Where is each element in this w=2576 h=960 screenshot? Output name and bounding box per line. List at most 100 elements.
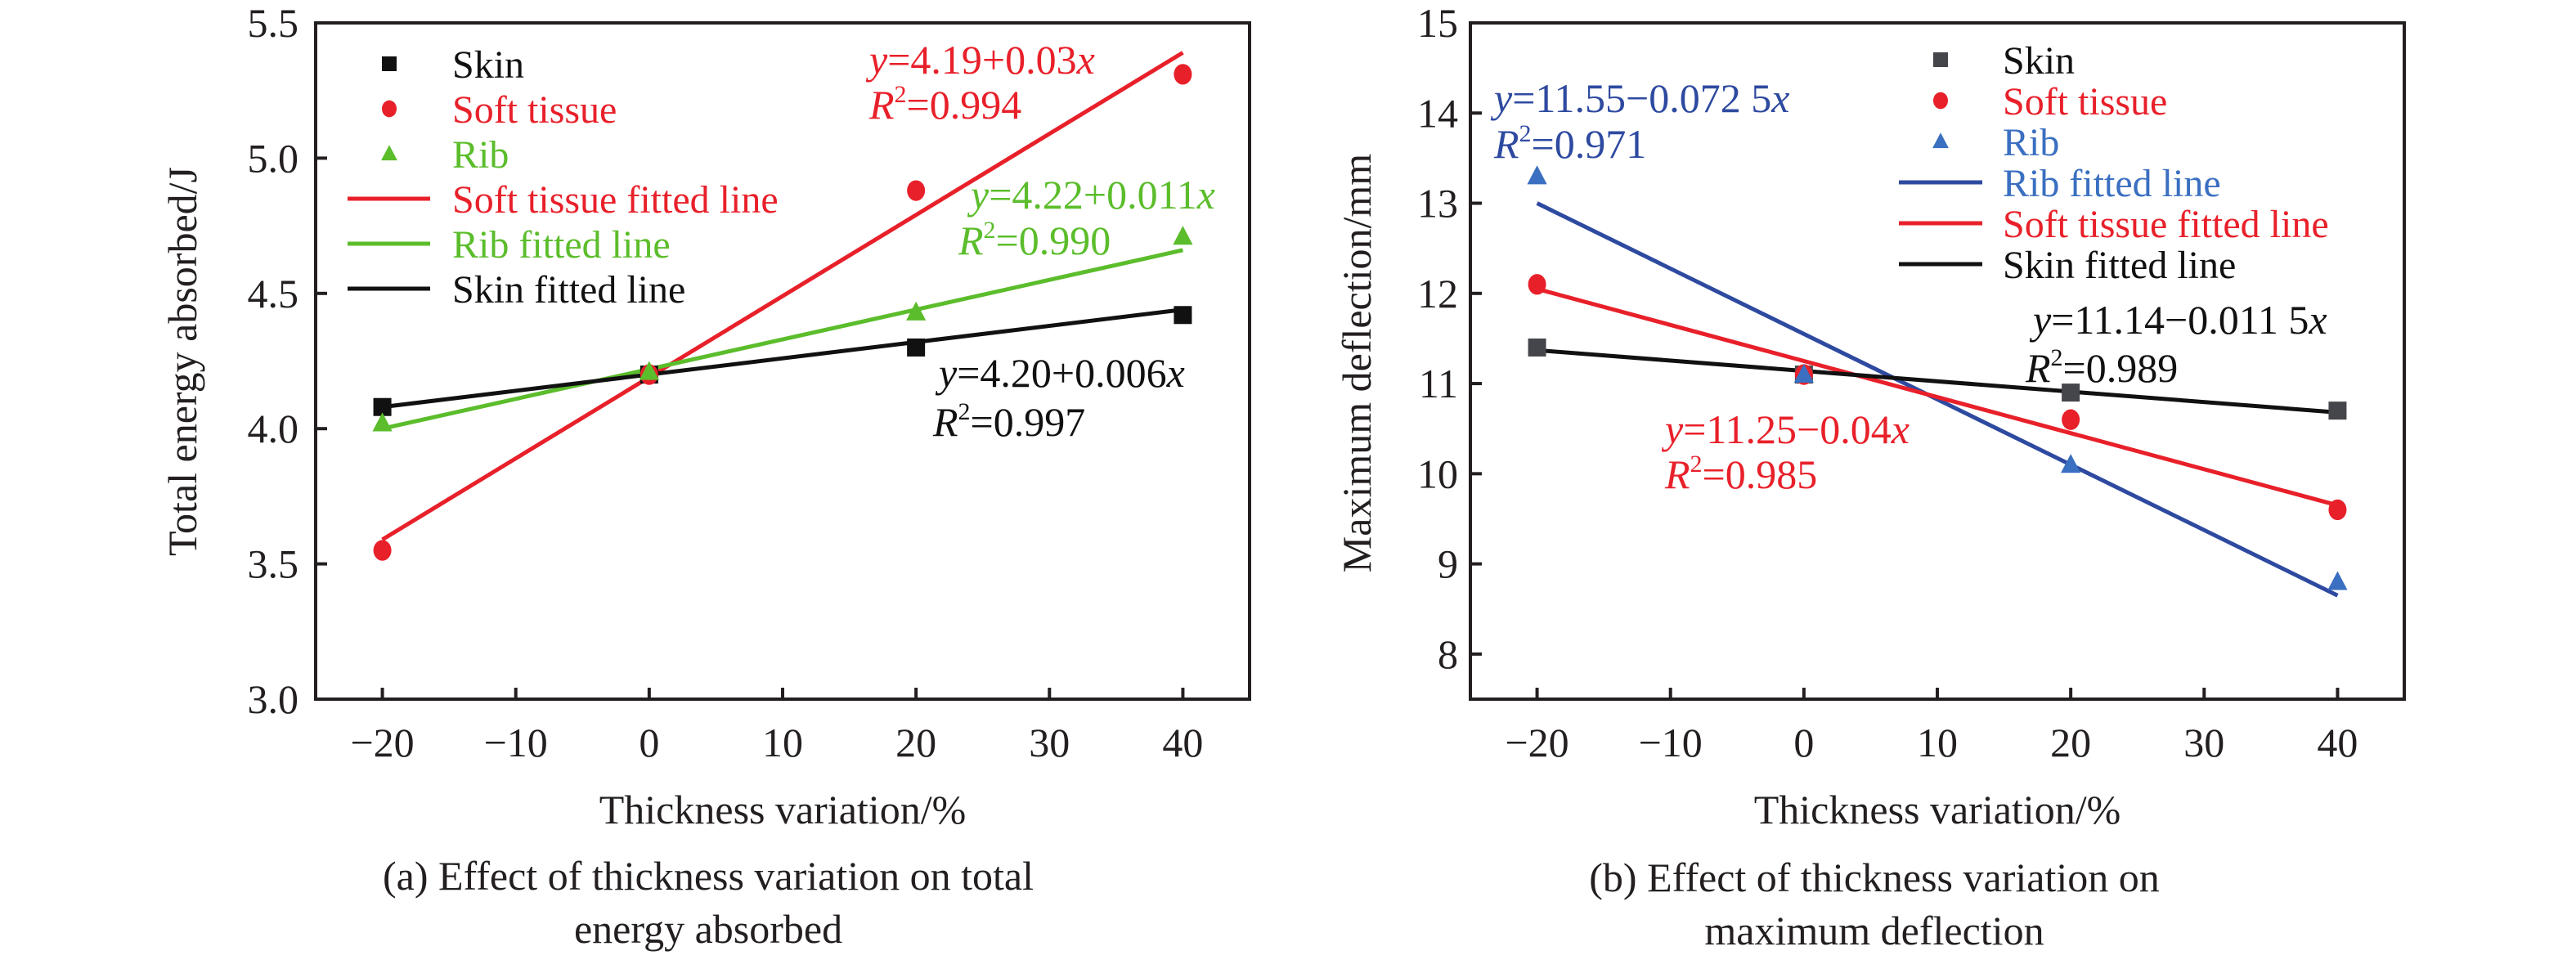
legend-label: Skin fitted line [2003, 244, 2236, 287]
data-point-rib [639, 361, 659, 380]
y-tick-label: 3.0 [248, 676, 299, 722]
legend-marker-circle-icon [1933, 92, 1948, 110]
r-squared-label: R2=0.985 [1664, 451, 1817, 497]
chart-b-max-deflection: −20 −10 0 10 20 30 40 8 9 10 11 12 13 14 15 Thickness v… [1334, 0, 2406, 953]
regression-equation: y=11.55−0.072 5x [1490, 75, 1789, 121]
superscript-two: 2 [958, 398, 971, 425]
figure-caption-line: maximum deflection [1704, 908, 2044, 953]
y-tick-label: 10 [1417, 451, 1458, 496]
figure-caption-line: (b) Effect of thickness variation on [1589, 855, 2159, 900]
legend-label: Rib [452, 133, 509, 177]
superscript-two: 2 [895, 81, 907, 108]
legend-marker-square-icon [382, 56, 397, 71]
legend-label: Skin fitted line [452, 268, 685, 312]
data-point-rib [2327, 571, 2348, 590]
regression-equation: y=4.20+0.006x [935, 350, 1185, 396]
r-squared-label: R2=0.989 [2025, 344, 2178, 391]
x-tick-label: −20 [1505, 720, 1568, 765]
legend-label: Soft tissue fitted line [2003, 203, 2329, 246]
x-tick-label: 20 [895, 720, 936, 765]
equation-body: =4.22+0.011 [989, 172, 1197, 218]
r-squared-value: =0.989 [2063, 345, 2179, 391]
equation-y-symbol: y [1661, 406, 1684, 452]
equation-y-symbol: y [967, 172, 990, 218]
figure-caption-line: energy absorbed [574, 906, 842, 952]
data-point-skin [373, 397, 392, 416]
y-tick-label: 5.5 [248, 0, 299, 46]
x-tick-label: 10 [762, 720, 803, 765]
fitted-line-skin-fitted-line [1537, 348, 2338, 415]
y-tick-label: 9 [1438, 541, 1458, 587]
legend-marker-triangle-icon [1932, 132, 1949, 149]
r-symbol: R [868, 82, 895, 128]
superscript-two: 2 [2051, 344, 2063, 371]
data-point-skin [907, 338, 926, 357]
r-squared-value: =0.990 [996, 218, 1111, 263]
x-tick-label: 20 [2050, 720, 2091, 765]
data-point-skin [1528, 338, 1546, 357]
data-point-soft-tissue [2062, 409, 2080, 430]
data-point-rib [372, 412, 393, 432]
r-squared-value: =0.985 [1703, 451, 1818, 497]
data-point-rib [906, 301, 927, 321]
superscript-two: 2 [1519, 120, 1532, 147]
equation-y-symbol: y [865, 37, 888, 83]
data-point-rib [1173, 226, 1193, 245]
legend-label: Soft tissue [2003, 80, 2167, 123]
fitted-line-rib-fitted-line [382, 248, 1183, 431]
equation-body: =4.19+0.03 [887, 37, 1076, 83]
regression-equation: y=4.22+0.011x [967, 172, 1215, 218]
x-tick-label: 30 [1029, 720, 1070, 765]
equation-x-symbol: x [1196, 172, 1215, 218]
data-point-rib [2061, 454, 2081, 473]
y-tick-label: 3.5 [248, 541, 299, 587]
superscript-two: 2 [1690, 451, 1703, 478]
equation-x-symbol: x [1076, 37, 1095, 83]
x-tick-label: 0 [1793, 720, 1814, 765]
r-symbol: R [2025, 345, 2051, 391]
legend-label: Rib fitted line [452, 223, 671, 267]
data-point-soft-tissue [373, 540, 392, 561]
legend-label: Soft tissue [452, 88, 617, 132]
y-tick-label: 5.0 [248, 135, 299, 181]
regression-equation: y=11.25−0.04x [1661, 406, 1910, 452]
r-squared-label: R2=0.994 [868, 81, 1021, 128]
fitted-line-skin-fitted-line [382, 307, 1183, 410]
chart-a-energy-absorbed: −20 −10 0 10 20 30 40 3.0 3.5 4.0 4.5 5.0 5.5 Thickne… [159, 0, 1251, 952]
r-squared-value: =0.994 [907, 82, 1022, 128]
x-tick-label: 40 [1162, 720, 1203, 765]
data-point-soft-tissue [2328, 499, 2347, 521]
equation-y-symbol: y [2029, 297, 2052, 343]
r-symbol: R [1664, 451, 1690, 497]
legend-label: Skin [452, 43, 524, 87]
x-tick-label: 40 [2317, 720, 2358, 765]
x-tick-label: 10 [1917, 720, 1958, 765]
equation-x-symbol: x [1770, 75, 1789, 121]
y-tick-label: 4.0 [248, 406, 299, 451]
equation-x-symbol: x [1891, 406, 1910, 452]
data-point-skin [1174, 306, 1192, 325]
legend-marker-triangle-icon [381, 145, 397, 161]
x-tick-label: −10 [1639, 720, 1703, 765]
data-point-skin [2328, 401, 2347, 420]
x-tick-label: −10 [484, 720, 548, 765]
x-tick-label: −20 [350, 720, 414, 765]
data-point-skin [2062, 384, 2080, 402]
fitted-line-rib-fitted-line [1536, 201, 2339, 598]
legend-label: Rib fitted line [2003, 162, 2221, 205]
r-squared-label: R2=0.990 [958, 217, 1111, 263]
r-symbol: R [958, 218, 984, 263]
data-point-soft-tissue [907, 180, 926, 201]
equation-y-symbol: y [1490, 75, 1513, 121]
legend-label: Soft tissue fitted line [452, 178, 779, 222]
r-symbol: R [932, 399, 958, 445]
data-point-rib [1527, 165, 1547, 185]
equation-x-symbol: x [2308, 297, 2327, 343]
x-axis-title: Thickness variation/% [1754, 787, 2121, 832]
r-symbol: R [1493, 121, 1519, 167]
equation-body: =11.55−0.072 5 [1512, 75, 1771, 121]
y-tick-label: 13 [1417, 181, 1458, 227]
figure-caption-line: (a) Effect of thickness variation on tot… [383, 853, 1034, 899]
legend-label: Skin [2003, 39, 2075, 83]
